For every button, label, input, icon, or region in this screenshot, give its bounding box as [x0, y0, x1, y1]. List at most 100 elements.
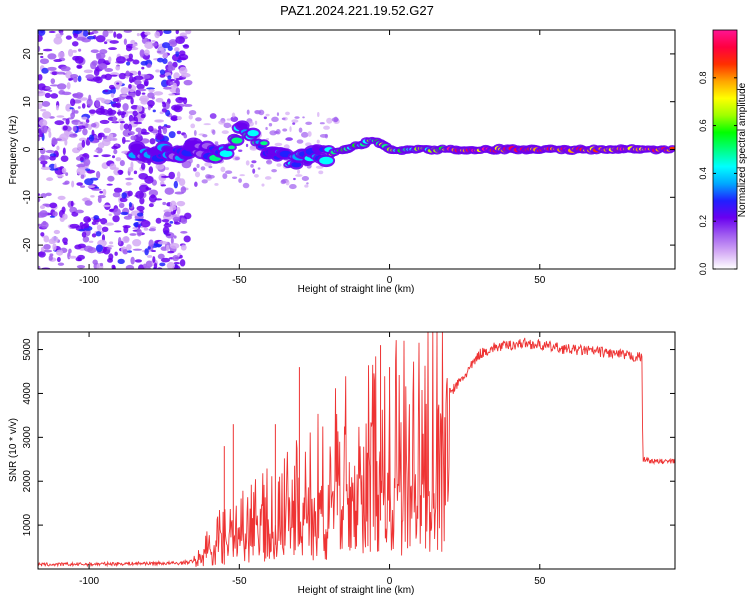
- spectrogram-speckle: [151, 96, 155, 100]
- spectrogram-speckle: [79, 97, 88, 101]
- spectrogram-speckle: [285, 137, 293, 141]
- spectrogram-speckle: [74, 110, 79, 114]
- spectrogram-speckle: [249, 145, 258, 151]
- spectrogram-speckle: [172, 61, 178, 68]
- spectrogram-speckle: [140, 60, 148, 66]
- spectrogram-speckle: [38, 156, 46, 162]
- spectrogram-speckle: [128, 202, 132, 208]
- spectrogram-speckle: [132, 110, 138, 117]
- spectrogram-speckle: [135, 190, 145, 199]
- spectrogram-speckle: [163, 30, 172, 34]
- spectrogram-speckle: [306, 182, 309, 185]
- spectrogram-speckle: [57, 262, 65, 266]
- spectrogram-speckle: [81, 103, 86, 109]
- spectrogram-speckle: [152, 109, 156, 113]
- spectrogram-speckle: [98, 63, 108, 70]
- spectrogram-speckle: [125, 45, 132, 52]
- spectrogram-speckle: [129, 75, 134, 84]
- spectrogram-speckle: [109, 40, 119, 44]
- spectrogram-speckle: [159, 73, 166, 78]
- snr-marks: [38, 332, 675, 568]
- spectrogram-speckle: [155, 132, 162, 140]
- spectrogram-speckle: [130, 97, 134, 105]
- spectrogram-speckle: [169, 242, 180, 249]
- spectrogram-speckle: [143, 227, 149, 231]
- spectrogram-speckle: [102, 204, 111, 208]
- spectrogram-speckle: [78, 48, 82, 52]
- spectrogram-speckle: [159, 262, 166, 267]
- spectrogram-speckle: [97, 132, 105, 138]
- spectrogram-speckle: [43, 235, 50, 243]
- spectrogram-speckle: [180, 218, 188, 224]
- spectrogram-speckle: [183, 212, 192, 220]
- snr-x-tick-label: -50: [232, 576, 247, 587]
- spectrogram-speckle: [54, 120, 65, 126]
- spectrogram-speckle: [76, 125, 86, 130]
- colorbar-gradient: [712, 29, 738, 270]
- spectrogram-speckle: [121, 192, 128, 199]
- spectrogram-speckle: [136, 83, 145, 90]
- spectrogram-speckle: [140, 138, 150, 144]
- spectrogram-speckle: [91, 188, 102, 191]
- spectrogram-speckle: [122, 236, 130, 244]
- spectrogram-speckle: [125, 264, 135, 269]
- spectrogram-speckle: [118, 236, 122, 245]
- spectrogram-speckle: [193, 167, 197, 172]
- spectrogram-speckle: [122, 103, 129, 111]
- spectrogram-speckle: [47, 127, 51, 133]
- spectrogram-speckle: [40, 55, 44, 59]
- spectrogram-speckle: [223, 122, 232, 129]
- spectrogram-speckle: [135, 89, 141, 97]
- spectrogram-speckle: [81, 116, 88, 120]
- spectrogram-speckle: [108, 84, 115, 90]
- spectrogram-speckle: [123, 38, 127, 45]
- spectrogram-speckle: [56, 115, 65, 118]
- spectrogram-speckle: [276, 112, 280, 117]
- spectrogram-speckle: [112, 115, 117, 123]
- spectrogram-speckle: [138, 184, 149, 193]
- spectrogram-speckle: [50, 93, 59, 99]
- spectrogram-speckle: [69, 133, 78, 138]
- spectrogram-speckle: [162, 58, 168, 65]
- spectrogram-speckle: [280, 179, 286, 185]
- snr-x-label: Height of straight line (km): [298, 585, 415, 596]
- snr-panel: -100 -50 0 50 1000 2000 3000 4000 5000 Height o…: [8, 331, 676, 596]
- spectrogram-ridge-blob: [236, 122, 248, 129]
- spectrogram-speckle: [38, 45, 41, 53]
- spectrogram-speckle: [151, 39, 156, 43]
- spectrogram-speckle: [132, 239, 142, 247]
- spectrogram-speckle: [194, 181, 198, 187]
- spectrogram-speckle: [133, 121, 143, 125]
- spectrogram-speckle: [141, 92, 146, 95]
- spectrogram-speckle: [144, 248, 149, 256]
- spectrogram-speckle: [125, 95, 133, 100]
- spectrogram-speckle: [49, 155, 56, 161]
- spectrogram-speckle: [87, 32, 94, 35]
- spectrogram-speckle: [93, 154, 99, 158]
- spectrogram-speckle: [157, 253, 165, 260]
- spectrogram-speckle: [120, 211, 129, 216]
- spectrogram-speckle: [106, 183, 113, 186]
- spectrogram-speckle: [100, 99, 111, 104]
- spectrogram-speckle: [108, 109, 117, 115]
- spectrogram-speckle: [166, 244, 170, 252]
- spectrogram-speckle: [147, 246, 151, 250]
- spectrogram-speckle: [110, 92, 115, 98]
- spectrogram-speckle: [225, 170, 233, 175]
- spectrogram-speckle: [140, 220, 151, 228]
- spectrogram-speckle: [173, 105, 183, 113]
- spectrogram-speckle: [51, 71, 58, 76]
- spectrogram-speckle: [271, 169, 277, 173]
- spectrogram-speckle: [283, 144, 290, 150]
- spectrogram-speckle: [87, 185, 95, 189]
- spectrogram-speckle: [148, 125, 154, 132]
- snr-y-tick-label: 4000: [22, 382, 33, 405]
- spectrogram-speckle: [72, 93, 80, 99]
- spectrogram-speckle: [85, 118, 90, 123]
- spectrogram-speckle: [96, 224, 102, 231]
- spectrogram-speckle: [93, 215, 100, 220]
- spectrogram-y-tick-label: 0: [22, 146, 33, 152]
- spectrogram-speckle: [136, 228, 143, 237]
- spectrogram-speckle: [139, 197, 145, 205]
- spectrogram-speckle: [152, 42, 158, 47]
